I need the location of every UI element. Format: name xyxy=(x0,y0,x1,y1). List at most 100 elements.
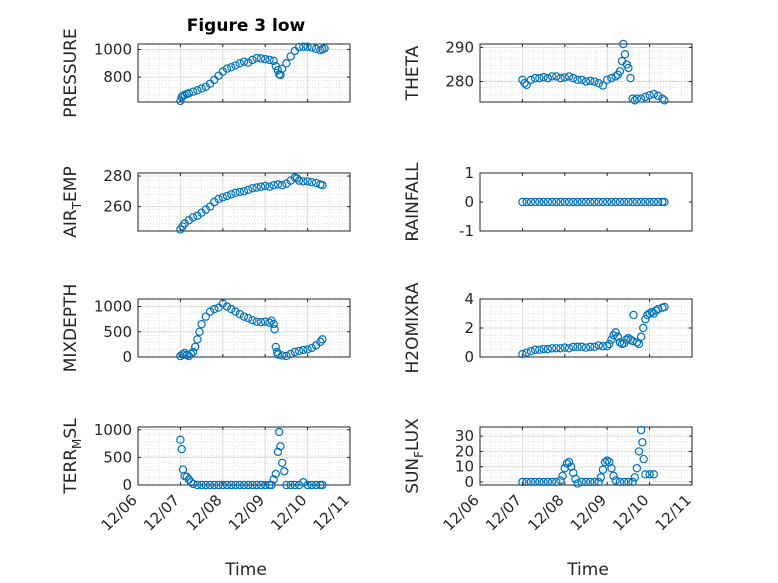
data-point xyxy=(560,343,570,352)
data-point xyxy=(248,480,257,490)
data-point xyxy=(307,343,317,353)
data-point xyxy=(197,84,206,93)
data-point xyxy=(277,458,287,468)
data-point xyxy=(636,197,646,207)
data-point xyxy=(244,58,253,67)
data-point xyxy=(197,480,206,490)
data-point xyxy=(274,427,284,437)
data-point xyxy=(299,478,308,487)
data-point xyxy=(643,310,652,320)
data-point xyxy=(605,339,614,349)
data-point xyxy=(280,466,289,476)
data-point xyxy=(222,64,232,73)
data-point xyxy=(556,476,565,485)
data-point xyxy=(615,197,625,207)
data-point xyxy=(318,335,327,344)
y-axis-label: SUNFLUX xyxy=(403,418,426,494)
y-tick-label: 10 xyxy=(455,458,474,476)
subplot-h2omixra: 0 2 4 H2OMIXRA xyxy=(403,282,693,374)
data-point xyxy=(252,183,261,192)
data-point xyxy=(518,477,527,487)
data-point xyxy=(244,185,253,194)
data-point xyxy=(598,197,608,207)
data-point xyxy=(560,197,570,207)
data-point xyxy=(518,197,527,207)
data-point xyxy=(636,94,646,103)
y-axis-label: RAINFALL xyxy=(403,162,423,242)
data-point xyxy=(318,181,327,190)
data-point xyxy=(607,73,616,83)
data-point xyxy=(270,325,279,334)
data-point xyxy=(624,197,633,207)
data-point xyxy=(539,344,548,354)
data-point xyxy=(645,470,654,479)
data-point xyxy=(634,447,644,456)
data-point xyxy=(607,197,616,207)
data-point xyxy=(526,197,536,207)
data-point xyxy=(581,477,591,487)
data-point xyxy=(628,197,637,207)
data-point xyxy=(176,96,185,106)
data-point xyxy=(277,351,287,360)
data-point xyxy=(660,96,669,105)
data-point xyxy=(307,480,317,490)
y-tick-label: 0 xyxy=(464,473,474,491)
data-point xyxy=(653,197,663,207)
figure-title: Figure 3 low xyxy=(187,16,306,36)
data-point xyxy=(177,444,186,454)
data-point xyxy=(619,39,628,49)
data-point xyxy=(210,304,219,314)
data-point xyxy=(252,480,261,490)
data-point xyxy=(222,302,232,311)
data-point xyxy=(299,345,308,355)
data-point xyxy=(522,348,531,357)
data-point xyxy=(596,473,606,482)
y-tick-label: 0 xyxy=(464,348,474,366)
data-point xyxy=(205,480,215,490)
data-point xyxy=(539,197,548,207)
data-point xyxy=(590,342,599,352)
data-point xyxy=(577,75,586,85)
data-point xyxy=(273,180,283,189)
data-point xyxy=(530,73,540,83)
data-point xyxy=(205,307,215,316)
data-point xyxy=(261,54,270,64)
data-point xyxy=(303,345,312,354)
data-point xyxy=(573,75,582,85)
data-point xyxy=(603,197,612,207)
data-point xyxy=(598,465,608,474)
data-point xyxy=(227,190,236,199)
data-point xyxy=(277,181,287,190)
data-point xyxy=(632,464,642,473)
data-point xyxy=(265,55,274,65)
data-point xyxy=(573,479,582,488)
subplot-air: 260 280 AIRTEMP xyxy=(61,166,351,238)
data-point xyxy=(244,480,253,490)
data-point xyxy=(214,194,223,204)
y-axis-label: MIXDEPTH xyxy=(61,284,81,373)
y-axis-label: TERRMSL xyxy=(61,418,84,495)
data-point xyxy=(248,55,257,65)
data-point xyxy=(193,480,202,490)
data-point xyxy=(231,188,240,198)
data-point xyxy=(634,339,644,349)
data-point xyxy=(626,73,635,83)
data-point xyxy=(607,464,616,473)
data-point xyxy=(201,480,211,490)
data-point xyxy=(603,341,612,351)
data-point xyxy=(218,193,227,202)
y-tick-label: 800 xyxy=(103,68,132,86)
y-tick-label: 280 xyxy=(103,167,132,185)
y-axis-label: PRESSURE xyxy=(61,28,81,117)
data-point xyxy=(594,477,603,487)
data-point xyxy=(556,197,565,207)
data-point xyxy=(649,197,659,207)
data-point xyxy=(556,73,565,83)
data-point xyxy=(299,42,308,51)
data-point xyxy=(271,469,280,479)
data-point xyxy=(231,61,240,70)
data-point xyxy=(569,197,578,207)
data-point xyxy=(586,197,595,207)
data-point xyxy=(530,477,540,487)
data-point xyxy=(277,64,287,74)
